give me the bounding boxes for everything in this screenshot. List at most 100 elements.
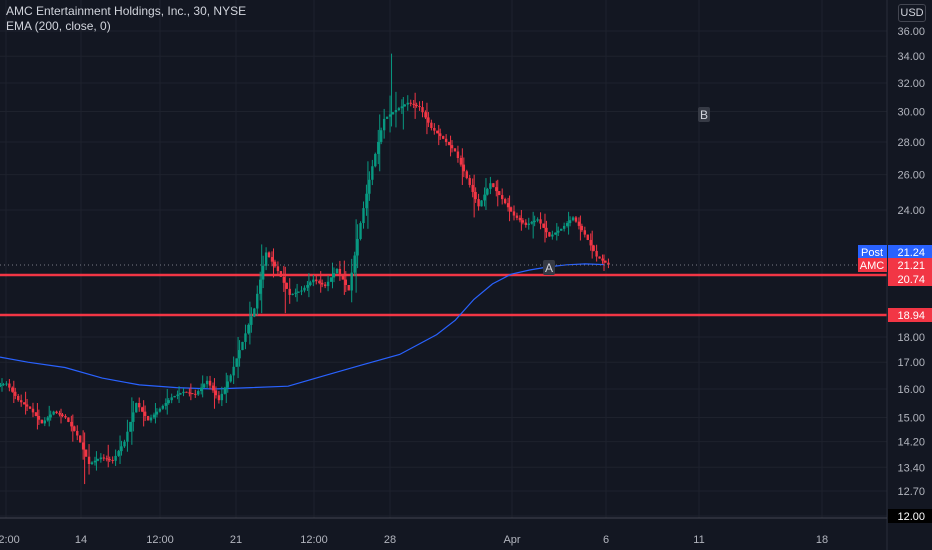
price-tag-value: 21.24 [897,247,925,259]
annotation-label[interactable]: A [545,261,553,275]
candle-body [223,387,226,394]
candle-body [61,414,64,417]
candle-body [185,391,188,393]
candle-body [385,116,389,119]
candle-body [52,411,55,415]
candle-body [530,222,533,224]
candle-body [250,316,253,325]
price-tick-label: 13.40 [897,462,925,474]
price-tags: Post 21.24 AMC 21.21 20.74 18.94 12.00 [858,245,932,523]
candle-body [261,265,265,280]
candles [0,53,610,485]
chart-legend: AMC Entertainment Holdings, Inc., 30, NY… [6,4,246,34]
candle-body [565,223,569,226]
candle-body [598,256,601,259]
price-tag-name-box [858,245,887,259]
price-tick-label: 36.00 [897,26,925,38]
candle-body [400,106,404,109]
candle-body [28,406,32,409]
candle-body [436,130,439,134]
candle-body [394,110,398,113]
candle-body [418,106,421,108]
candle-body [539,219,542,224]
candle-body [267,252,271,258]
candle-body [344,279,347,286]
grid-lines [0,0,887,518]
candle-body [25,404,29,407]
candle-body [226,381,229,388]
candle-body [320,282,324,285]
candle-body [527,223,530,225]
candle-body [571,217,575,221]
time-tick-label: 12:00 [300,534,328,546]
candle-body [536,219,539,221]
candle-body [326,281,330,287]
candle-body [409,102,412,104]
price-tick-label: 34.00 [897,51,925,63]
candle-body [462,164,466,172]
candle-body [173,395,176,398]
candle-body [412,103,415,105]
annotation-label[interactable]: B [700,108,708,122]
candle-body [111,459,114,461]
symbol-title[interactable]: AMC Entertainment Holdings, Inc., 30, NY… [6,4,247,18]
candle-body [607,262,610,265]
price-tick-label: 24.00 [897,205,925,217]
candle-body [335,268,339,274]
candle-body [55,411,58,414]
candle-body [329,277,333,282]
price-tick-label: 32.00 [897,78,925,90]
candle-body [453,148,457,152]
candle-body [589,239,592,246]
candle-body [365,193,368,209]
candle-body [406,102,409,105]
candle-body [138,403,141,408]
candle-body [347,285,350,291]
candle-body [415,104,418,107]
price-tick-label: 30.00 [897,106,925,118]
candle-body [34,412,38,417]
candle-body [161,405,165,409]
price-tag-value-box [888,258,932,272]
candle-body [76,430,79,436]
candle-body [220,393,224,401]
candle-body [483,194,486,201]
candle-body [123,441,126,447]
candle-body [315,279,318,282]
candle-body [264,252,268,266]
candle-body [362,208,365,224]
time-tick-label: 18 [816,534,828,546]
candle-body [105,458,108,460]
candle-body [205,380,209,385]
candle-body [562,225,566,229]
candle-body [477,199,480,207]
candle-body [135,403,138,413]
candle-body [43,420,46,424]
currency-button[interactable]: USD [898,4,926,22]
candle-body [568,220,572,224]
candle-body [441,136,445,139]
candle-body [474,191,477,200]
candle-body [388,114,392,117]
candle-body [217,395,221,401]
candle-body [164,403,167,406]
candle-body [208,380,212,386]
candle-body [551,234,554,237]
candle-body [2,384,5,386]
candle-body [194,393,197,395]
candle-body [368,179,371,194]
candle-body [332,273,336,278]
time-tick-label: 6 [603,534,609,546]
candle-body [427,117,430,123]
candle-body [232,366,235,376]
price-tick-label: 14.20 [897,437,925,449]
candle-body [604,260,607,263]
candle-body [447,141,451,146]
candle-body [167,400,170,404]
ema-indicator-label[interactable]: EMA (200, close, 0) [6,19,111,33]
candle-body [8,383,11,388]
annotation-box [543,260,555,275]
axis-bottom-tag: 12.00 [897,511,925,523]
time-tick-label: 11 [693,534,704,546]
